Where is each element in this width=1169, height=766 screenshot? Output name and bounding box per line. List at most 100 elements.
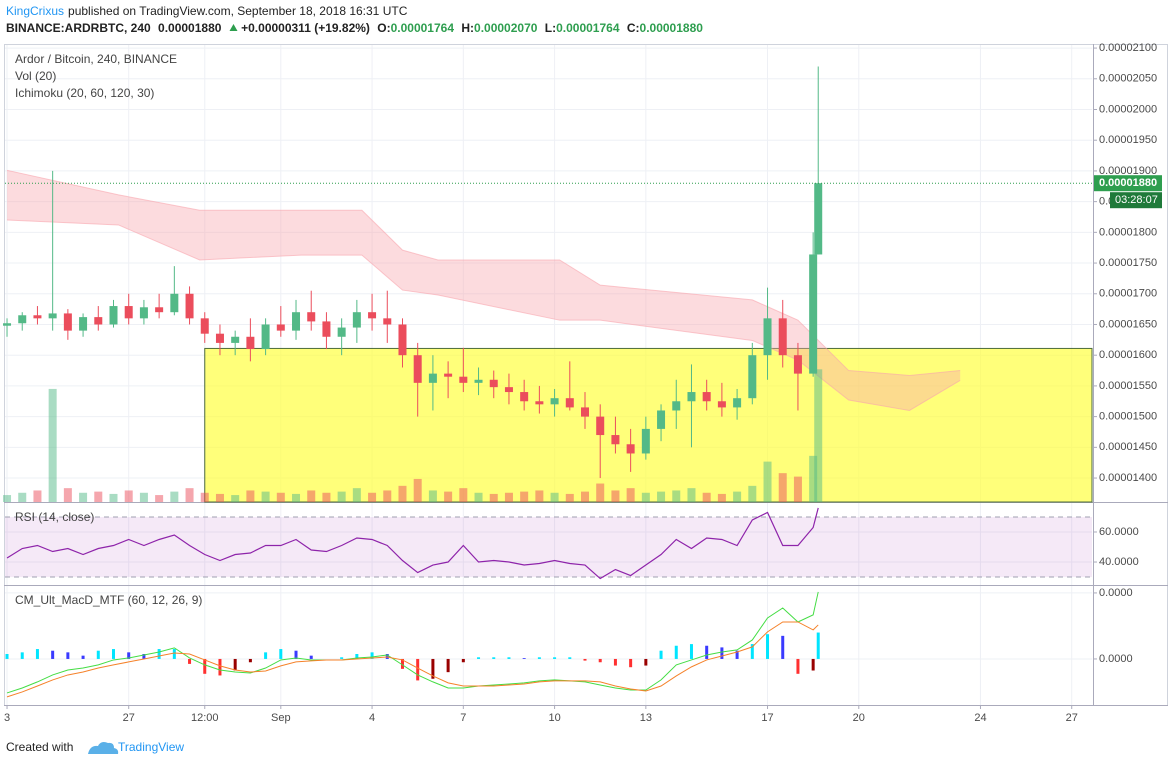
- candle-body: [368, 312, 377, 319]
- candle-body: [337, 327, 346, 337]
- macd-line: [6, 591, 819, 694]
- y-tick-label: 40.0000: [1099, 556, 1139, 568]
- histogram-bar: [537, 657, 541, 659]
- candle-body: [3, 323, 12, 326]
- candle-body: [246, 336, 255, 350]
- candle-body: [413, 355, 422, 383]
- histogram-bar: [446, 658, 450, 673]
- candle-body: [657, 410, 666, 429]
- histogram-bar: [96, 650, 100, 659]
- volume-bar: [337, 491, 346, 502]
- volume-bar: [550, 492, 559, 502]
- volume-bar: [398, 485, 407, 502]
- volume-bar: [231, 495, 240, 502]
- histogram-bar: [188, 658, 192, 664]
- header-line-2: BINANCE:ARDRBTC, 240 0.00001880 +0.00000…: [6, 21, 707, 35]
- candle-body: [261, 324, 270, 350]
- x-tick-label: 24: [974, 712, 986, 724]
- candle-body: [702, 392, 711, 402]
- published: published on TradingView.com, September …: [68, 4, 408, 18]
- candle-body: [307, 312, 316, 322]
- volume-bar: [778, 473, 787, 502]
- last: 0.00001880: [158, 21, 222, 35]
- y-tick-label: 0.0000: [1099, 587, 1133, 599]
- histogram-bar: [583, 658, 587, 661]
- candle-body: [550, 398, 559, 405]
- low-label: L:: [544, 21, 557, 35]
- y-tick-label: 60.0000: [1099, 526, 1139, 538]
- x-tick-label: 10: [548, 712, 560, 724]
- candle-body: [717, 401, 726, 408]
- high-value: 0.00002070: [474, 21, 538, 35]
- x-tick-label: 27: [1066, 712, 1078, 724]
- rsi-band: [5, 516, 1092, 578]
- x-tick-label: 20: [853, 712, 865, 724]
- histogram-bar: [507, 657, 511, 659]
- candle-body: [444, 373, 453, 377]
- last-price-box: [1094, 175, 1162, 192]
- candle-body: [231, 336, 240, 343]
- histogram-bar: [66, 652, 70, 659]
- candle-body: [170, 293, 179, 313]
- candle-body: [504, 387, 513, 393]
- candle-body: [687, 392, 696, 402]
- x-tick-label: 17: [761, 712, 773, 724]
- volume-bar: [687, 488, 696, 502]
- low-value: 0.00001764: [556, 21, 620, 35]
- y-tick-label: 0.00001400: [1099, 472, 1157, 484]
- histogram-bar: [461, 658, 465, 663]
- volume-bar: [474, 492, 483, 502]
- open-label: O:: [377, 21, 391, 35]
- histogram-bar: [157, 649, 161, 659]
- up-arrow: [229, 24, 238, 31]
- volume-bar: [33, 490, 42, 502]
- y-tick-label: 0.00001500: [1099, 411, 1157, 423]
- histogram-bar: [492, 657, 496, 659]
- candle-body: [63, 313, 72, 331]
- histogram-bar: [218, 658, 222, 676]
- y-tick-label: 0.00001750: [1099, 257, 1157, 269]
- candle-body: [763, 318, 772, 356]
- histogram-bar: [111, 649, 115, 659]
- x-tick-label: Sep: [271, 712, 291, 724]
- volume-bar: [276, 492, 285, 502]
- histogram-bar: [416, 658, 420, 681]
- footer-brand[interactable]: TradingView: [118, 740, 185, 754]
- candle-body: [155, 307, 164, 313]
- y-tick-label: 0.00001650: [1099, 318, 1157, 330]
- change: +0.00000311 (+19.82%): [241, 21, 370, 35]
- brand-logo: [88, 742, 119, 754]
- candle-body: [276, 324, 285, 331]
- volume-bar: [79, 492, 88, 502]
- candle-body: [48, 313, 57, 319]
- volume-bar: [155, 495, 164, 502]
- histogram-bar: [750, 644, 754, 659]
- histogram-bar: [674, 645, 678, 659]
- candle-body: [733, 398, 742, 408]
- last-price-label: 0.00001880: [1099, 177, 1157, 189]
- volume-bar: [733, 491, 742, 502]
- volume-bar: [368, 492, 377, 502]
- candle-body: [322, 321, 331, 337]
- candle-body: [428, 373, 437, 383]
- y-tick-label: 0.00001700: [1099, 288, 1157, 300]
- y-tick-label: 0.00002000: [1099, 103, 1157, 115]
- histogram-bar: [598, 658, 602, 663]
- histogram-bar: [477, 657, 481, 659]
- histogram-bar: [816, 632, 820, 659]
- volume-bar: [581, 491, 590, 502]
- volume-bar: [124, 490, 133, 502]
- candle-body: [124, 306, 133, 319]
- volume-bar: [3, 495, 12, 502]
- candle-body: [33, 315, 42, 319]
- histogram-bar: [127, 652, 131, 659]
- candle-body: [459, 376, 468, 383]
- volume-bar: [763, 461, 772, 502]
- histogram-bar: [20, 652, 24, 659]
- author: KingCrixus: [6, 4, 65, 18]
- x-tick-label: 3: [4, 712, 10, 724]
- open-value: 0.00001764: [390, 21, 454, 35]
- candle-body: [139, 307, 148, 319]
- volume-bar: [444, 491, 453, 502]
